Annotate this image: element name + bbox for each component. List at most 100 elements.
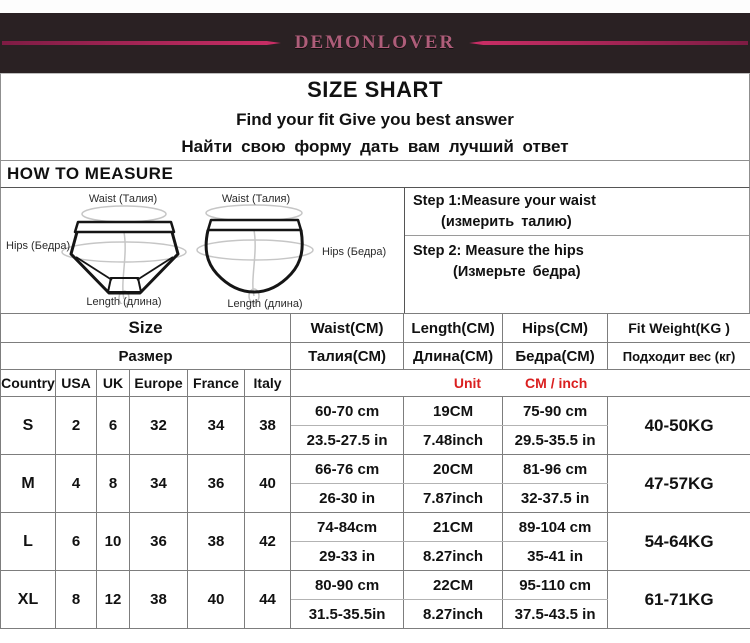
step-2: Step 2: Measure the hips (Измерьте бедра… [405, 236, 749, 313]
size-usa: 2 [55, 396, 97, 455]
waist-in: 26-30 in [290, 483, 405, 513]
brand-header-bar: DEMONLOVER [0, 13, 750, 73]
measure-steps: Step 1:Measure your waist (измерить тали… [404, 188, 749, 313]
table-row-s: S 2 6 32 34 38 60-70 cm 19CM 75-90 cm 40… [0, 396, 750, 455]
table-header-row-ru: Размер Талия(CM) Длина(CM) Бедра(CM) Под… [0, 342, 750, 370]
hips-cm: 95-110 cm [502, 570, 609, 600]
step-2-text-ru: (Измерьте бедра) [453, 264, 581, 280]
fit-weight: 54-64KG [607, 512, 750, 571]
size-europe: 34 [129, 454, 188, 513]
size-country: L [0, 512, 56, 571]
size-uk: 12 [96, 570, 130, 629]
col-europe: Europe [129, 369, 188, 397]
hips-in: 37.5-43.5 in [502, 599, 609, 629]
hips-cm: 81-96 cm [502, 454, 609, 484]
title-section: SIZE SHART Find your fit Give you best a… [0, 73, 750, 161]
col-country: Country [0, 369, 56, 397]
step-1-text-en: Step 1:Measure your waist [413, 193, 596, 209]
size-europe: 32 [129, 396, 188, 455]
table-row-xl-inch: 31.5-35.5in 8.27inch 37.5-43.5 in [1, 599, 750, 629]
size-uk: 6 [96, 396, 130, 455]
header-size-en: Size [0, 313, 292, 343]
col-uk: UK [96, 369, 130, 397]
waist-cm: 60-70 cm [290, 396, 405, 426]
step-2-text-en: Step 2: Measure the hips [413, 243, 584, 259]
length-label-front: Length (длина) [86, 296, 162, 308]
measure-section: Waist (Талия) Waist (Талия) Hips (Бедра)… [0, 188, 750, 313]
size-usa: 6 [55, 512, 97, 571]
table-country-row: Country USA UK Europe France Italy Unit C… [0, 369, 750, 397]
size-country: XL [0, 570, 56, 629]
waist-cm: 74-84cm [290, 512, 405, 542]
waist-cm: 80-90 cm [290, 570, 405, 600]
table-row-l: L 6 10 36 38 42 74-84cm 21CM 89-104 cm 5… [0, 512, 750, 571]
page-title: SIZE SHART [307, 77, 443, 102]
header-divider-line-left [2, 41, 281, 45]
waist-in: 23.5-27.5 in [290, 425, 405, 455]
size-usa: 8 [55, 570, 97, 629]
table-header-row-en: Size Waist(CM) Length(CM) Hips(CM) Fit W… [0, 313, 750, 343]
header-size-ru: Размер [0, 342, 292, 370]
col-usa: USA [55, 369, 97, 397]
panty-front-diagram [61, 205, 187, 304]
length-cm: 20CM [403, 454, 504, 484]
fit-weight: 61-71KG [607, 570, 750, 629]
subtitle-en: Find your fit Give you best answer [236, 110, 514, 129]
size-uk: 8 [96, 454, 130, 513]
size-france: 34 [187, 396, 245, 455]
how-to-measure-heading: HOW TO MEASURE [0, 161, 750, 188]
size-country: M [0, 454, 56, 513]
header-length-en: Length(CM) [403, 313, 504, 343]
unit-label: Unit [453, 375, 482, 391]
col-italy: Italy [243, 369, 292, 397]
unit-row: Unit CM / inch [290, 369, 750, 397]
hips-in: 29.5-35.5 in [502, 425, 609, 455]
header-length-ru: Длина(CM) [403, 342, 504, 370]
size-country: S [0, 396, 56, 455]
length-in: 8.27inch [403, 541, 504, 571]
waist-in: 29-33 in [290, 541, 405, 571]
length-in: 8.27inch [403, 599, 504, 629]
hips-cm: 89-104 cm [502, 512, 609, 542]
brand-logo: DEMONLOVER [294, 32, 456, 53]
waist-label-back: Waist (Талия) [221, 193, 291, 205]
bottom-white-strip [0, 629, 750, 643]
step-1-text-ru: (измерить талию) [441, 214, 572, 230]
fit-weight: 47-57KG [607, 454, 750, 513]
hips-in: 35-41 in [502, 541, 609, 571]
length-label-back: Length (длина) [227, 298, 303, 310]
size-italy: 44 [243, 570, 292, 629]
size-france: 36 [187, 454, 245, 513]
measure-diagrams: Waist (Талия) Waist (Талия) Hips (Бедра)… [1, 188, 404, 313]
header-waist-en: Waist(CM) [290, 313, 405, 343]
col-france: France [187, 369, 245, 397]
fit-weight: 40-50KG [607, 396, 750, 455]
header-weight-ru: Подходит вес (кг) [607, 342, 750, 370]
unit-value: CM / inch [525, 375, 588, 391]
table-row-m-inch: 26-30 in 7.87inch 32-37.5 in [1, 483, 750, 513]
length-in: 7.48inch [403, 425, 504, 455]
size-europe: 36 [129, 512, 188, 571]
waist-cm: 66-76 cm [290, 454, 405, 484]
size-italy: 42 [243, 512, 292, 571]
size-uk: 10 [96, 512, 130, 571]
header-hips-en: Hips(CM) [502, 313, 609, 343]
waist-label-front: Waist (Талия) [88, 193, 158, 205]
size-italy: 40 [243, 454, 292, 513]
size-italy: 38 [243, 396, 292, 455]
length-cm: 22CM [403, 570, 504, 600]
hips-label-back: Hips (Бедра) [322, 246, 387, 258]
hips-in: 32-37.5 in [502, 483, 609, 513]
step-1: Step 1:Measure your waist (измерить тали… [405, 188, 749, 236]
header-divider-line-right [469, 41, 748, 45]
length-cm: 21CM [403, 512, 504, 542]
length-in: 7.87inch [403, 483, 504, 513]
size-table: Size Waist(CM) Length(CM) Hips(CM) Fit W… [0, 313, 750, 629]
length-cm: 19CM [403, 396, 504, 426]
hips-label-front: Hips (Бедра) [6, 240, 71, 252]
size-usa: 4 [55, 454, 97, 513]
subtitle-ru: Найти свою форму дать вам лучший ответ [181, 137, 569, 156]
table-row-m: M 4 8 34 36 40 66-76 cm 20CM 81-96 cm 47… [0, 454, 750, 513]
table-row-xl: XL 8 12 38 40 44 80-90 cm 22CM 95-110 cm… [0, 570, 750, 629]
